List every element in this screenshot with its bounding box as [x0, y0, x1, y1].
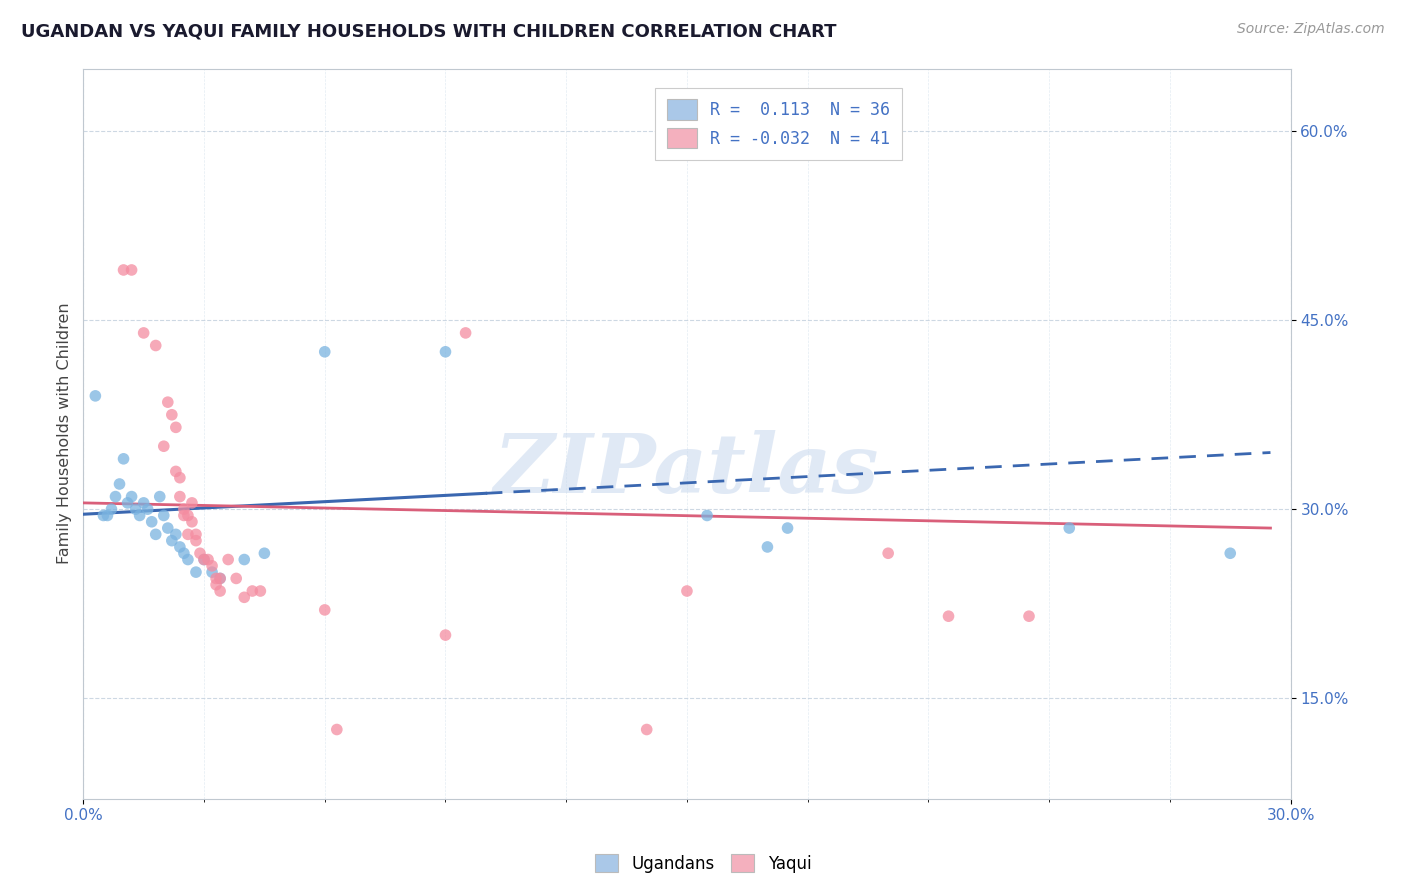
Point	[197, 552, 219, 566]
Point	[156, 395, 179, 409]
Point	[676, 584, 699, 599]
Point	[1219, 546, 1241, 560]
Point	[233, 591, 256, 605]
Point	[756, 540, 779, 554]
Point	[145, 338, 167, 352]
Point	[636, 723, 658, 737]
Point	[217, 552, 239, 566]
Point	[160, 533, 183, 548]
Text: Source: ZipAtlas.com: Source: ZipAtlas.com	[1237, 22, 1385, 37]
Point	[776, 521, 799, 535]
Point	[165, 464, 187, 478]
Point	[240, 584, 263, 599]
Point	[326, 723, 349, 737]
Point	[165, 527, 187, 541]
Point	[104, 490, 127, 504]
Point	[96, 508, 118, 523]
Point	[225, 571, 247, 585]
Point	[128, 508, 150, 523]
Point	[434, 344, 457, 359]
Point	[177, 552, 200, 566]
Point	[205, 578, 228, 592]
Point	[152, 439, 174, 453]
Point	[201, 558, 224, 573]
Point	[169, 471, 191, 485]
Point	[209, 571, 232, 585]
Point	[1018, 609, 1040, 624]
Point	[132, 326, 155, 340]
Point	[152, 508, 174, 523]
Point	[1057, 521, 1080, 535]
Point	[108, 477, 131, 491]
Point	[173, 546, 195, 560]
Point	[121, 263, 143, 277]
Y-axis label: Family Households with Children: Family Households with Children	[58, 302, 72, 565]
Point	[193, 552, 215, 566]
Point	[173, 508, 195, 523]
Legend: R =  0.113  N = 36, R = -0.032  N = 41: R = 0.113 N = 36, R = -0.032 N = 41	[655, 87, 903, 161]
Point	[184, 565, 207, 579]
Text: UGANDAN VS YAQUI FAMILY HOUSEHOLDS WITH CHILDREN CORRELATION CHART: UGANDAN VS YAQUI FAMILY HOUSEHOLDS WITH …	[21, 22, 837, 40]
Point	[233, 552, 256, 566]
Point	[877, 546, 900, 560]
Point	[434, 628, 457, 642]
Point	[314, 603, 336, 617]
Legend: Ugandans, Yaqui: Ugandans, Yaqui	[588, 847, 818, 880]
Point	[249, 584, 271, 599]
Point	[145, 527, 167, 541]
Point	[193, 552, 215, 566]
Point	[188, 546, 211, 560]
Point	[121, 490, 143, 504]
Point	[112, 451, 135, 466]
Point	[124, 502, 146, 516]
Point	[136, 502, 159, 516]
Point	[100, 502, 122, 516]
Point	[156, 521, 179, 535]
Point	[314, 344, 336, 359]
Point	[117, 496, 139, 510]
Text: ZIPatlas: ZIPatlas	[494, 430, 880, 510]
Point	[93, 508, 115, 523]
Point	[181, 515, 204, 529]
Point	[149, 490, 172, 504]
Point	[112, 263, 135, 277]
Point	[169, 540, 191, 554]
Point	[84, 389, 107, 403]
Point	[169, 490, 191, 504]
Point	[209, 571, 232, 585]
Point	[184, 527, 207, 541]
Point	[141, 515, 163, 529]
Point	[165, 420, 187, 434]
Point	[454, 326, 477, 340]
Point	[696, 508, 718, 523]
Point	[938, 609, 960, 624]
Point	[201, 565, 224, 579]
Point	[184, 533, 207, 548]
Point	[181, 496, 204, 510]
Point	[160, 408, 183, 422]
Point	[253, 546, 276, 560]
Point	[173, 502, 195, 516]
Point	[132, 496, 155, 510]
Point	[177, 527, 200, 541]
Point	[209, 584, 232, 599]
Point	[205, 571, 228, 585]
Point	[177, 508, 200, 523]
